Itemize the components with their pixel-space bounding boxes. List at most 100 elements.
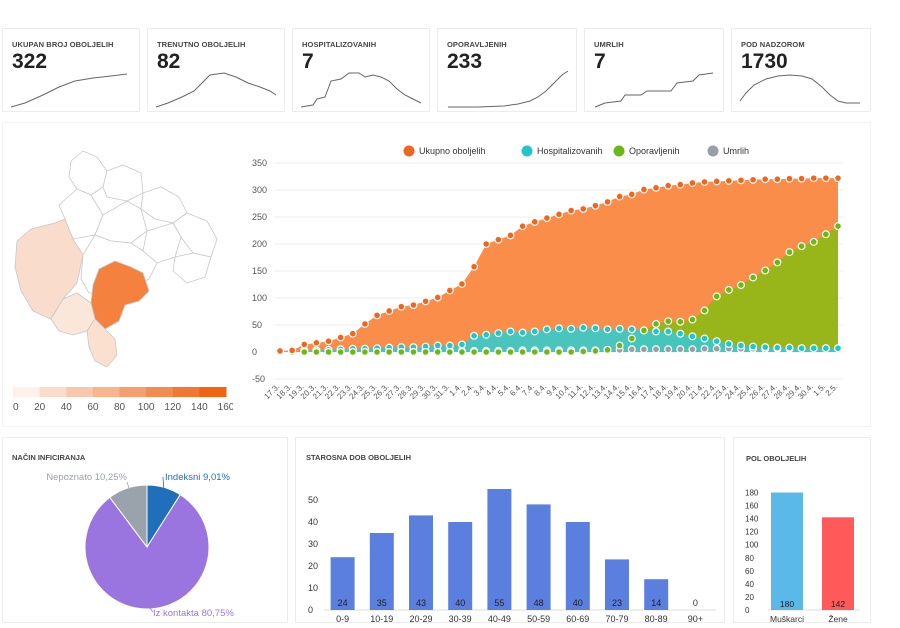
data-point[interactable] <box>736 281 745 290</box>
data-point[interactable] <box>773 175 782 184</box>
bar[interactable] <box>526 504 551 610</box>
data-point[interactable] <box>567 206 576 215</box>
data-point[interactable] <box>652 319 661 328</box>
data-point[interactable] <box>821 344 830 353</box>
data-point[interactable] <box>773 258 782 267</box>
data-point[interactable] <box>542 325 551 334</box>
data-point[interactable] <box>749 342 758 351</box>
data-point[interactable] <box>433 341 442 350</box>
stat-card-supervision[interactable]: POD NADZOROM 1730 <box>731 28 871 112</box>
data-point[interactable] <box>482 330 491 339</box>
data-point[interactable] <box>336 333 345 342</box>
pie-slice[interactable] <box>109 484 148 549</box>
data-point[interactable] <box>712 177 721 186</box>
bar[interactable] <box>605 559 629 610</box>
data-point[interactable] <box>785 174 794 183</box>
bar[interactable] <box>771 492 803 610</box>
data-point[interactable] <box>445 348 454 357</box>
legend-marker[interactable] <box>521 145 533 157</box>
data-point[interactable] <box>360 348 369 357</box>
data-point[interactable] <box>530 348 539 357</box>
data-point[interactable] <box>555 324 564 333</box>
bar[interactable] <box>487 489 512 610</box>
data-point[interactable] <box>700 334 709 343</box>
data-point[interactable] <box>652 327 661 336</box>
data-point[interactable] <box>809 174 818 183</box>
data-point[interactable] <box>664 317 673 326</box>
data-point[interactable] <box>688 332 697 341</box>
data-point[interactable] <box>385 306 394 315</box>
bar[interactable] <box>448 522 473 610</box>
legend-label[interactable]: Oporavljenih <box>629 146 680 156</box>
bar[interactable] <box>822 517 854 610</box>
data-point[interactable] <box>603 345 612 354</box>
data-point[interactable] <box>773 343 782 352</box>
data-point[interactable] <box>749 175 758 184</box>
data-point[interactable] <box>457 340 466 349</box>
bar[interactable] <box>330 557 355 610</box>
data-point[interactable] <box>736 176 745 185</box>
stat-card-total[interactable]: UKUPAN BROJ OBOLJELIH 322 <box>2 28 140 112</box>
data-point[interactable] <box>700 177 709 186</box>
data-point[interactable] <box>749 273 758 282</box>
data-point[interactable] <box>409 301 418 310</box>
data-point[interactable] <box>712 344 721 353</box>
data-point[interactable] <box>445 286 454 295</box>
data-point[interactable] <box>579 347 588 356</box>
data-point[interactable] <box>421 348 430 357</box>
data-point[interactable] <box>700 344 709 353</box>
data-point[interactable] <box>688 178 697 187</box>
data-point[interactable] <box>688 345 697 354</box>
data-point[interactable] <box>761 266 770 275</box>
stat-card-hospitalized[interactable]: HOSPITALIZOVANIH 7 <box>292 28 430 112</box>
data-point[interactable] <box>615 324 624 333</box>
bar[interactable] <box>409 515 433 610</box>
data-point[interactable] <box>591 346 600 355</box>
data-point[interactable] <box>664 181 673 190</box>
data-point[interactable] <box>785 343 794 352</box>
data-point[interactable] <box>809 237 818 246</box>
pie-slice[interactable] <box>84 493 210 610</box>
data-point[interactable] <box>736 341 745 350</box>
data-point[interactable] <box>518 222 527 231</box>
data-point[interactable] <box>506 231 515 240</box>
data-point[interactable] <box>373 348 382 357</box>
data-point[interactable] <box>324 348 333 357</box>
data-point[interactable] <box>700 306 709 315</box>
data-point[interactable] <box>482 239 491 248</box>
data-point[interactable] <box>300 348 309 357</box>
data-point[interactable] <box>579 323 588 332</box>
data-point[interactable] <box>591 201 600 210</box>
stat-card-recovered[interactable]: OPORAVLJENIH 233 <box>437 28 577 112</box>
data-point[interactable] <box>676 345 685 354</box>
data-point[interactable] <box>833 344 842 353</box>
data-point[interactable] <box>433 293 442 302</box>
data-point[interactable] <box>676 329 685 338</box>
data-point[interactable] <box>639 185 648 194</box>
data-point[interactable] <box>627 325 636 334</box>
data-point[interactable] <box>275 346 284 355</box>
data-point[interactable] <box>627 334 636 343</box>
data-point[interactable] <box>482 348 491 357</box>
data-point[interactable] <box>664 327 673 336</box>
data-point[interactable] <box>457 348 466 357</box>
data-point[interactable] <box>676 317 685 326</box>
legend-marker[interactable] <box>707 145 719 157</box>
data-point[interactable] <box>567 324 576 333</box>
data-point[interactable] <box>348 329 357 338</box>
data-point[interactable] <box>555 348 564 357</box>
data-point[interactable] <box>397 348 406 357</box>
data-point[interactable] <box>833 174 842 183</box>
data-point[interactable] <box>615 192 624 201</box>
data-point[interactable] <box>457 279 466 288</box>
data-point[interactable] <box>712 292 721 301</box>
data-point[interactable] <box>433 348 442 357</box>
data-point[interactable] <box>821 174 830 183</box>
data-point[interactable] <box>797 344 806 353</box>
data-point[interactable] <box>712 337 721 346</box>
data-point[interactable] <box>567 348 576 357</box>
data-point[interactable] <box>324 337 333 346</box>
pie-chart[interactable]: Indeksni 9,01% Iz kontakta 80,75% Nepoznat… <box>3 438 289 624</box>
stat-card-current[interactable]: TRENUTNO OBOLJELIH 82 <box>147 28 285 112</box>
bar[interactable] <box>565 522 590 610</box>
